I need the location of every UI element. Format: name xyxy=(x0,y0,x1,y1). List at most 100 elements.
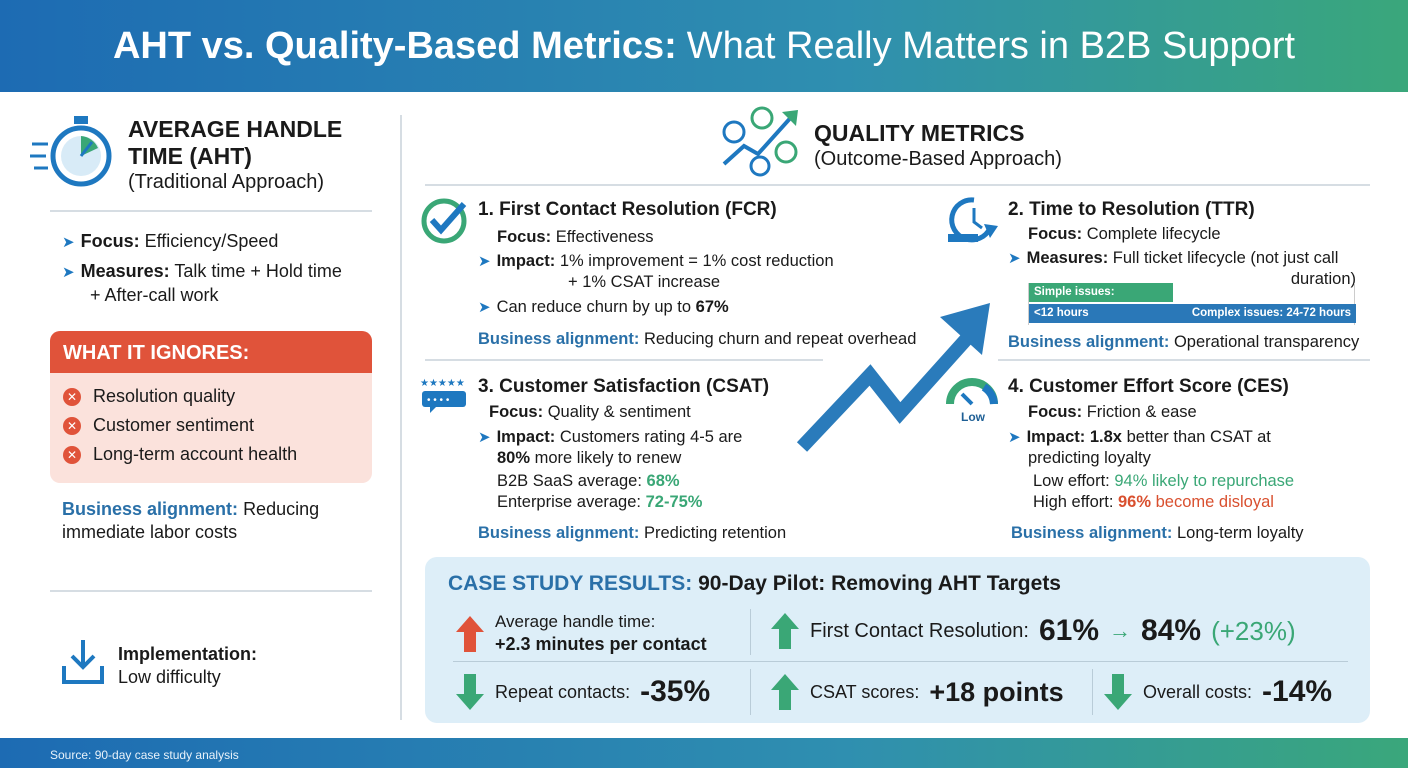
ba-label: Business alignment: xyxy=(478,330,640,348)
measures-label: Measures: xyxy=(80,261,170,281)
impact-label: Impact: xyxy=(496,252,556,270)
chevron-icon: ➤ xyxy=(478,429,491,446)
fcr-delta: (+23%) xyxy=(1211,615,1296,646)
ignore-item: Customer sentiment xyxy=(93,415,255,435)
enterprise-value: 72-75% xyxy=(645,493,703,511)
ignores-box: WHAT IT IGNORES: ✕ Resolution quality ✕ Cu… xyxy=(50,331,372,483)
x-circle-icon: ✕ xyxy=(63,417,81,436)
footer-banner: Source: 90-day case study analysis xyxy=(0,738,1408,768)
measures-label: Measures: xyxy=(1026,249,1109,267)
case-title: 90-Day Pilot: Removing AHT Targets xyxy=(698,572,1061,595)
ba-label: Business alignment: xyxy=(1008,333,1170,351)
aht-title-line2: TIME (AHT) xyxy=(128,143,252,169)
low-effort-value: 94% likely to repurchase xyxy=(1114,472,1295,490)
ignore-item: Long-term account health xyxy=(93,444,298,464)
vertical-divider xyxy=(400,115,402,720)
measures-value-2: + After-call work xyxy=(90,285,219,305)
arrow-down-green-icon xyxy=(1104,674,1132,710)
source-text: Source: 90-day case study analysis xyxy=(50,748,239,762)
case-study-panel: CASE STUDY RESULTS: 90-Day Pilot: Removi… xyxy=(425,557,1370,723)
fcr-from: 61% xyxy=(1038,614,1100,647)
divider xyxy=(425,184,1370,186)
svg-text:• • • •: • • • • xyxy=(427,395,450,406)
focus-label: Focus: xyxy=(1028,225,1083,243)
csat-title: 3. Customer Satisfaction (CSAT) xyxy=(478,376,770,397)
divider xyxy=(425,359,823,361)
impact-value: 1% improvement = 1% cost reduction xyxy=(559,252,834,270)
measures-value-2: duration) xyxy=(1290,270,1356,288)
chevron-icon: ➤ xyxy=(62,264,75,281)
chevron-icon: ➤ xyxy=(1008,250,1021,267)
ba-label: Business alignment: xyxy=(1011,524,1173,542)
focus-value: Efficiency/Speed xyxy=(144,231,279,251)
impact-value: Customers rating 4-5 are xyxy=(559,428,743,446)
ba-value: Long-term loyalty xyxy=(1176,524,1304,542)
simple-time: <12 hours xyxy=(1034,307,1089,319)
ba-value: Reducing xyxy=(243,499,320,519)
saas-value: 68% xyxy=(646,472,680,490)
divider xyxy=(998,359,1370,361)
ba-value: Operational transparency xyxy=(1173,333,1360,351)
ignore-item: Resolution quality xyxy=(93,386,236,406)
check-circle-icon xyxy=(421,198,467,244)
arrow-up-green-icon xyxy=(771,613,799,649)
ces-title: 4. Customer Effort Score (CES) xyxy=(1008,376,1289,397)
stopwatch-icon xyxy=(30,116,112,187)
ignores-title: WHAT IT IGNORES: xyxy=(50,331,372,373)
quality-title: QUALITY METRICS xyxy=(814,120,1025,146)
chevron-icon: ➤ xyxy=(62,234,75,251)
gauge-label: Low xyxy=(961,410,985,424)
repeat-label: Repeat contacts: xyxy=(495,681,631,702)
ba-value-2: immediate labor costs xyxy=(62,522,238,542)
trend-arrow-icon xyxy=(796,303,990,452)
fcr-label: First Contact Resolution: xyxy=(810,619,1029,642)
cost-label: Overall costs: xyxy=(1143,681,1253,702)
x-circle-icon: ✕ xyxy=(63,388,81,407)
fcr-title: 1. First Contact Resolution (FCR) xyxy=(478,199,777,220)
aht-value: +2.3 minutes per contact xyxy=(495,634,707,654)
aht-label: Average handle time: xyxy=(495,612,656,631)
growth-chart-icon xyxy=(722,106,798,177)
svg-text:★★★★★: ★★★★★ xyxy=(420,378,465,389)
aht-title-line1: AVERAGE HANDLE xyxy=(128,116,343,142)
gauge-icon xyxy=(946,378,998,406)
csat-label: CSAT scores: xyxy=(810,681,920,702)
arrow-up-red-icon xyxy=(456,615,484,652)
arrow-up-green-icon xyxy=(771,674,799,710)
focus-value: Complete lifecycle xyxy=(1086,225,1221,243)
ba-value: Predicting retention xyxy=(643,524,787,542)
impact-bold: 1.8x xyxy=(1089,428,1122,446)
focus-value: Friction & ease xyxy=(1086,403,1197,421)
focus-label: Focus: xyxy=(80,231,140,251)
saas-label: B2B SaaS average: xyxy=(497,472,642,490)
arrow-right-icon: → xyxy=(1109,618,1132,643)
focus-value: Effectiveness xyxy=(555,228,654,246)
high-effort-value: become disloyal xyxy=(1155,493,1274,511)
impact-label: Impact: xyxy=(496,428,556,446)
fcr-to: 84% xyxy=(1141,614,1202,647)
impact-value-2: more likely to renew xyxy=(534,449,682,467)
churn-text: Can reduce churn by up to xyxy=(496,298,692,316)
focus-value: Quality & sentiment xyxy=(547,403,691,421)
csat-value: +18 points xyxy=(929,676,1064,707)
impact-value-2: predicting loyalty xyxy=(1028,449,1151,467)
header-banner: AHT vs. Quality-Based Metrics: What Real… xyxy=(0,0,1408,92)
ba-label: Business alignment: xyxy=(478,524,640,542)
implementation-value: Low difficulty xyxy=(118,667,221,687)
case-title-label: CASE STUDY RESULTS: xyxy=(448,572,693,595)
divider xyxy=(50,210,372,212)
ba-value: Reducing churn and repeat overhead xyxy=(643,330,917,348)
implementation-label: Implementation: xyxy=(118,644,258,664)
chevron-icon: ➤ xyxy=(1008,429,1021,446)
churn-value: 67% xyxy=(695,298,729,316)
chevron-icon: ➤ xyxy=(478,253,491,270)
x-circle-icon: ✕ xyxy=(63,446,81,465)
download-icon xyxy=(62,640,104,684)
impact-pct: 80% xyxy=(497,449,531,467)
divider xyxy=(50,590,372,592)
repeat-value: -35% xyxy=(640,675,711,708)
title-bold: AHT vs. Quality-Based Metrics: xyxy=(112,24,677,67)
focus-label: Focus: xyxy=(1028,403,1083,421)
ttr-timeline: Simple issues: <12 hours Complex issues: … xyxy=(1028,283,1356,325)
focus-label: Focus: xyxy=(497,228,552,246)
